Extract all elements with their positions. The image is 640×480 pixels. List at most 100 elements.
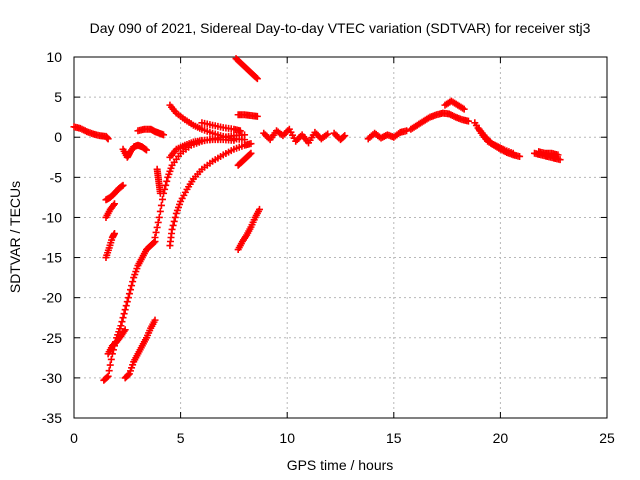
x-axis-label: GPS time / hours	[287, 457, 394, 473]
y-tick-label: -10	[42, 209, 62, 225]
data-point	[554, 151, 562, 159]
x-tick-label: 20	[493, 430, 509, 446]
data-point	[162, 181, 170, 189]
data-point	[104, 135, 112, 143]
data-point	[121, 306, 129, 314]
data-point	[142, 146, 150, 154]
x-tick-label: 0	[70, 430, 78, 446]
series-arc-hump-top	[441, 97, 468, 113]
data-point	[118, 318, 126, 326]
y-tick-label: -35	[42, 410, 62, 426]
series-arc-left-mid	[102, 229, 119, 262]
series-arc-upper-flat	[198, 119, 244, 135]
data-point	[170, 217, 178, 225]
data-point	[117, 322, 125, 330]
data-point	[111, 229, 119, 237]
series-arc-steep-1b	[104, 326, 129, 358]
data-point	[168, 225, 176, 233]
series-arc-descend-20b	[475, 125, 517, 157]
series-arc-rising-curve-1	[166, 140, 255, 250]
x-tick-label: 15	[386, 430, 402, 446]
data-point	[253, 75, 261, 83]
y-tick-label: 5	[54, 89, 62, 105]
data-point	[169, 221, 177, 229]
data-point	[156, 207, 164, 215]
data-point	[119, 314, 127, 322]
data-point	[121, 326, 129, 334]
data-point	[241, 136, 249, 144]
data-point	[516, 152, 524, 160]
data-point	[118, 182, 126, 190]
data-point	[161, 185, 169, 193]
series-arc-hump	[407, 109, 472, 133]
y-axis-label: SDTVAR / TECUs	[7, 181, 23, 293]
series-arc-mid-upper	[119, 141, 150, 161]
series-arc-steep-right	[234, 205, 263, 254]
y-tick-label: -20	[42, 290, 62, 306]
data-point	[107, 355, 115, 363]
data-point	[171, 213, 179, 221]
data-point	[255, 205, 263, 213]
data-point	[119, 181, 127, 189]
x-tick-label: 25	[599, 430, 615, 446]
data-point	[151, 234, 159, 241]
data-point	[106, 361, 114, 369]
data-points	[70, 55, 564, 384]
data-point	[252, 74, 260, 82]
data-point	[158, 195, 166, 203]
data-point	[247, 140, 255, 148]
series-arc-mid-right-spot	[134, 125, 168, 139]
data-point	[152, 228, 160, 236]
data-point	[122, 302, 130, 310]
series-arc-noise-8-12	[260, 125, 332, 147]
data-point	[111, 200, 119, 208]
series-arc-high-right	[232, 55, 261, 83]
x-tick-label: 10	[279, 430, 295, 446]
data-point	[123, 298, 131, 306]
plot-frame	[73, 56, 608, 419]
data-point	[151, 316, 159, 324]
data-point	[324, 130, 332, 138]
series-arc-left-top-2	[102, 200, 119, 221]
data-point	[236, 127, 244, 135]
data-point	[125, 290, 133, 298]
data-point	[341, 132, 349, 140]
data-point	[150, 239, 158, 247]
y-tick-label: -5	[50, 169, 63, 185]
data-point	[403, 127, 411, 135]
series-arc-end-b	[535, 148, 562, 159]
series-arc-steep-1	[100, 238, 159, 384]
data-point	[128, 282, 136, 290]
data-point	[124, 294, 132, 302]
data-point	[160, 131, 168, 139]
data-point	[160, 189, 168, 197]
series-arc-left-top-1	[102, 181, 127, 204]
y-tick-label: 0	[54, 129, 62, 145]
data-point	[129, 278, 137, 286]
y-tick-label: 10	[46, 49, 62, 65]
data-point	[154, 218, 162, 226]
series-arc-peak-descend	[166, 101, 249, 144]
data-point	[509, 149, 517, 157]
series-arc-dropping	[153, 165, 164, 197]
x-tick-label: 5	[177, 430, 185, 446]
data-point	[109, 201, 117, 209]
series-arc-mid-drop	[234, 149, 255, 169]
data-point	[340, 133, 348, 141]
y-tick-label: -25	[42, 330, 62, 346]
data-point	[103, 373, 111, 381]
y-tick-label: -15	[42, 250, 62, 266]
series-arc-noise-14-16	[364, 127, 411, 143]
data-point	[163, 177, 171, 185]
axis-ticks: 0 5 10 15 20 25 10 5 0 -5 -10 -15 -20 -25 -30 -35	[42, 49, 615, 446]
series-arc-high-flat	[234, 111, 261, 120]
data-point	[120, 310, 128, 318]
y-tick-label: -30	[42, 370, 62, 386]
data-point	[246, 150, 254, 158]
data-point	[556, 156, 564, 164]
data-point	[247, 149, 255, 157]
data-point	[460, 105, 468, 113]
data-point	[104, 372, 112, 380]
data-point	[126, 286, 134, 294]
